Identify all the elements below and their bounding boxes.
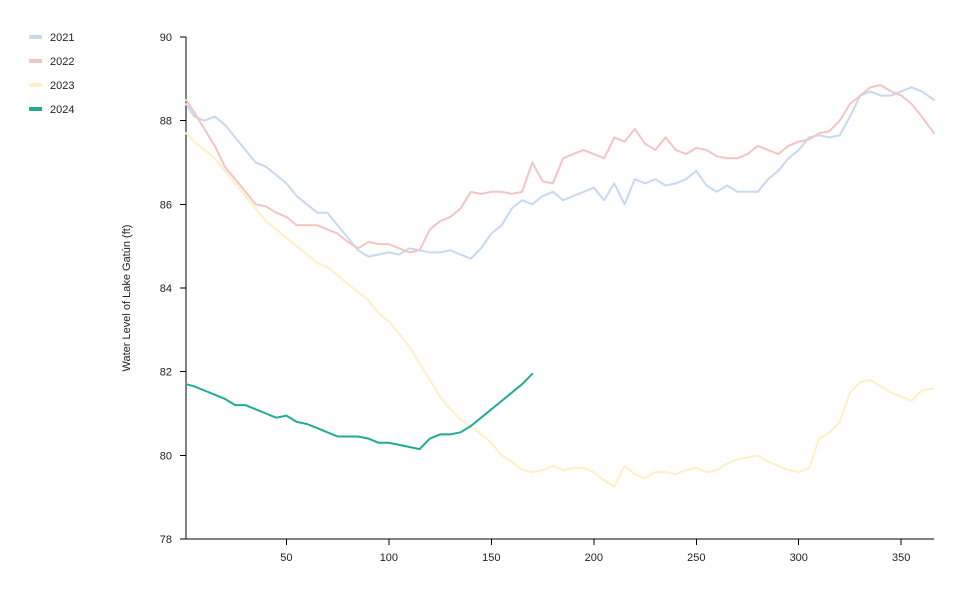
legend-label-2023: 2023	[50, 80, 74, 92]
y-tick-label: 88	[160, 116, 172, 128]
y-tick-label: 78	[160, 534, 172, 546]
x-tick-label: 200	[585, 552, 603, 564]
x-ticks: 50 100 150 200 250 300 350	[280, 539, 910, 564]
y-tick-label: 80	[160, 450, 172, 462]
series-line-2022	[185, 84, 935, 254]
series-lines	[185, 84, 935, 488]
legend-label-2021: 2021	[50, 32, 74, 44]
series-line-2021	[185, 86, 935, 260]
x-tick-label: 350	[892, 552, 910, 564]
x-tick-label: 100	[380, 552, 398, 564]
series-line-2023	[185, 132, 935, 488]
legend-swatch-2022	[29, 59, 42, 63]
legend-swatch-2021	[29, 35, 42, 39]
x-tick-label: 250	[687, 552, 705, 564]
y-ticks: 78 80 82 84 86 88 90	[160, 32, 186, 546]
legend-label-2024: 2024	[50, 104, 74, 116]
x-tick-label: 300	[790, 552, 808, 564]
y-axis-label: Water Level of Lake Gatún (ft)	[121, 225, 133, 372]
y-tick-label: 90	[160, 32, 172, 44]
y-tick-label: 86	[160, 199, 172, 211]
x-tick-label: 150	[482, 552, 500, 564]
y-tick-label: 84	[160, 283, 172, 295]
legend-swatch-2023	[29, 83, 42, 87]
legend: 2021 2022 2023 2024	[29, 32, 74, 116]
series-line-2024	[185, 372, 534, 451]
y-tick-label: 82	[160, 367, 172, 379]
x-tick-label: 50	[280, 552, 292, 564]
legend-swatch-2024	[29, 107, 42, 111]
axes: 78 80 82 84 86 88 90 50 100 150 200 250 300 350 Wate…	[121, 32, 934, 564]
legend-label-2022: 2022	[50, 56, 74, 68]
